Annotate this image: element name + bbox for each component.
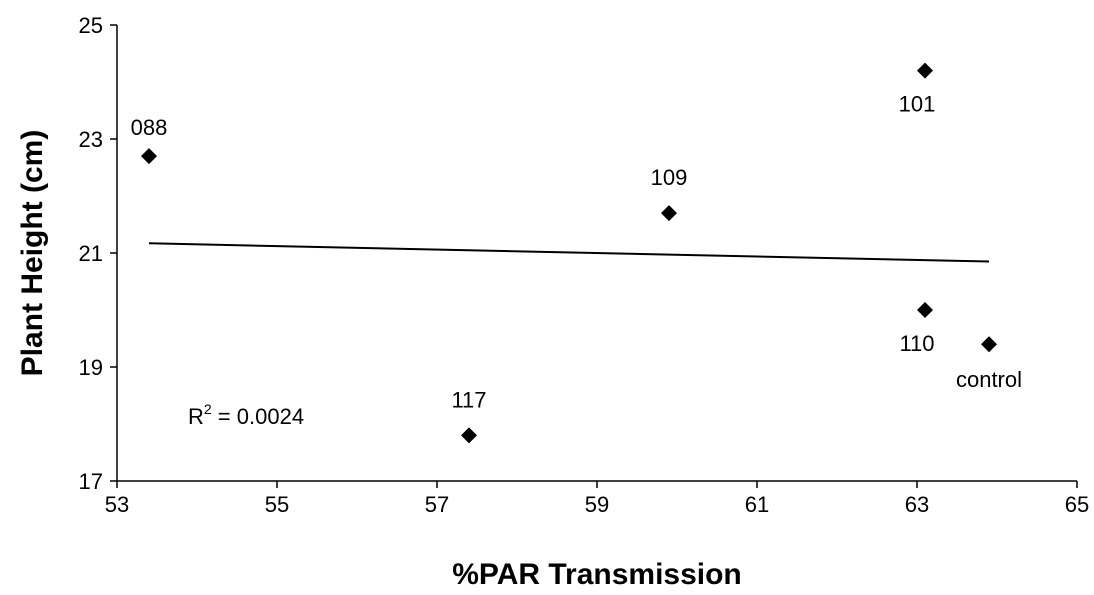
point-label-109: 109 xyxy=(651,165,688,190)
x-tick-label: 59 xyxy=(585,492,609,517)
data-point-109 xyxy=(661,205,677,222)
data-point-117 xyxy=(461,427,477,444)
y-tick-label: 19 xyxy=(79,355,103,380)
data-point-101 xyxy=(917,62,933,79)
data-point-110 xyxy=(917,302,933,318)
x-axis-title: %PAR Transmission xyxy=(452,558,742,591)
point-labels: 088 117 109 101 110 control xyxy=(131,92,1022,413)
data-point-088 xyxy=(141,148,157,165)
ticks: 53 55 57 59 61 63 65 17 19 21 23 25 xyxy=(79,13,1090,517)
x-tick-label: 55 xyxy=(265,492,289,517)
point-label-088: 088 xyxy=(131,115,168,140)
point-label-101: 101 xyxy=(899,92,936,117)
x-tick-label: 61 xyxy=(745,492,769,517)
y-axis-title: Plant Height (cm) xyxy=(16,130,49,377)
x-tick-label: 53 xyxy=(105,492,129,517)
y-tick-label: 23 xyxy=(79,127,103,152)
r-squared-annotation: R2 = 0.0024 xyxy=(188,401,304,429)
point-label-110: 110 xyxy=(899,331,934,356)
y-tick-label: 17 xyxy=(79,469,103,494)
x-tick-label: 57 xyxy=(425,492,449,517)
data-point-control xyxy=(981,336,997,353)
r2-value: = 0.0024 xyxy=(212,404,304,429)
y-tick-label: 21 xyxy=(79,241,103,266)
data-points xyxy=(141,62,997,444)
r2-superscript: 2 xyxy=(204,401,212,417)
point-label-117: 117 xyxy=(451,387,486,412)
point-label-control: control xyxy=(956,367,1022,392)
x-tick-label: 63 xyxy=(905,492,929,517)
y-tick-label: 25 xyxy=(79,13,103,38)
x-tick-label: 65 xyxy=(1065,492,1089,517)
trendline xyxy=(148,242,990,263)
r2-prefix: R xyxy=(188,404,204,429)
